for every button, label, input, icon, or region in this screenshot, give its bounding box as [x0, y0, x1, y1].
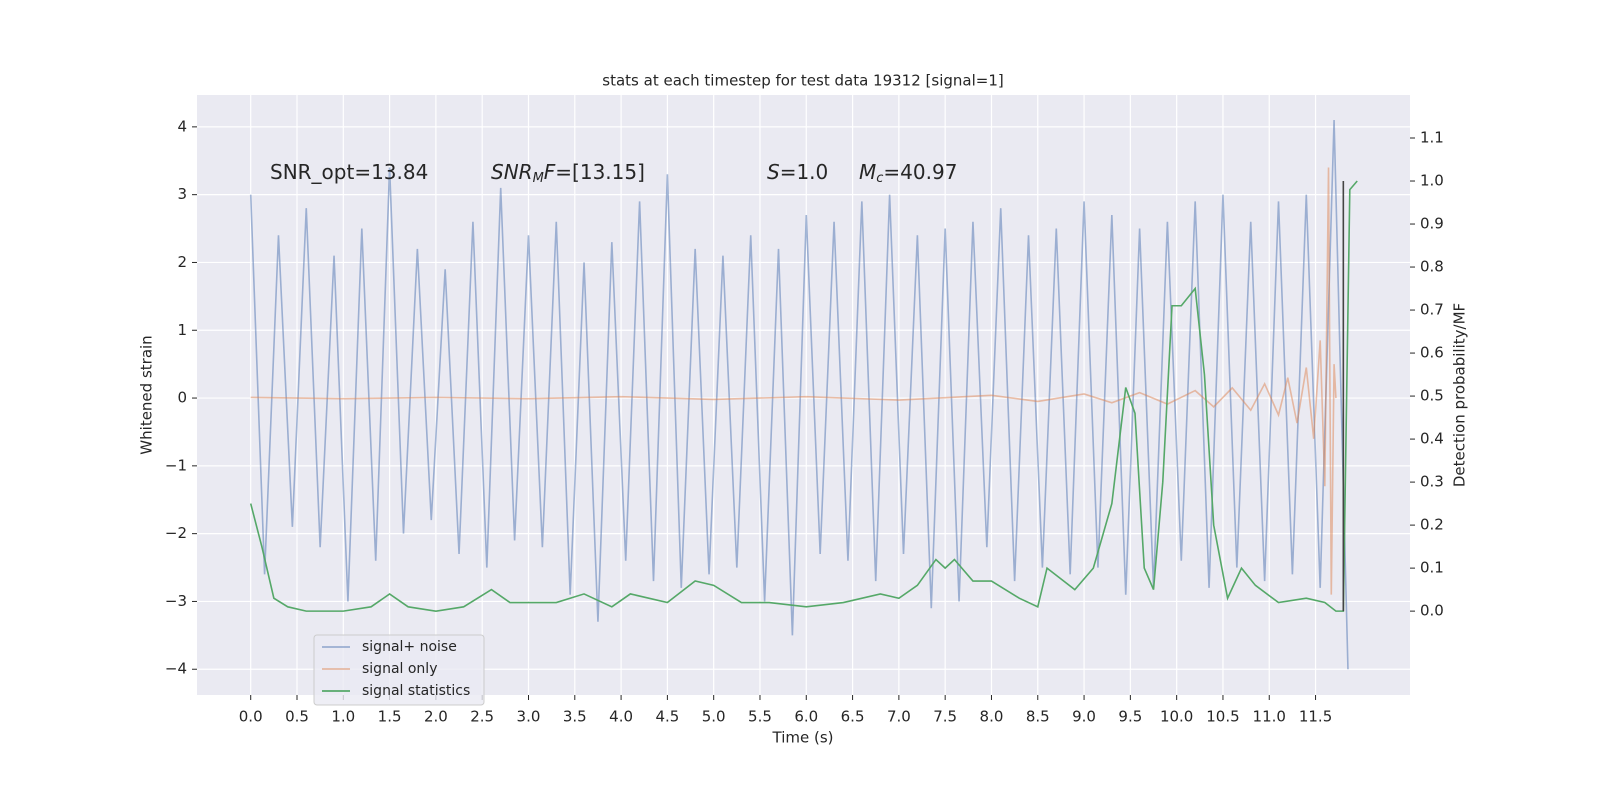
annotation-run: M — [533, 171, 544, 186]
y2-tick-label: 0.3 — [1420, 473, 1444, 491]
x-tick-label: 8.5 — [1026, 708, 1050, 726]
x-tick-label: 5.5 — [748, 708, 772, 726]
series-line — [249, 120, 1349, 670]
x-axis-label: Time (s) — [772, 729, 834, 747]
y2-tick-label: 0.5 — [1420, 387, 1444, 405]
y-axis-label: Whitened strain — [138, 335, 156, 454]
y-tick-label: 0 — [177, 389, 187, 407]
x-tick-label: 11.5 — [1299, 708, 1332, 726]
x-tick-label: 0.5 — [285, 708, 309, 726]
y-tick-label: −1 — [165, 456, 187, 474]
y2-tick-label: 0.2 — [1420, 516, 1444, 534]
y-tick-label: 4 — [177, 117, 187, 135]
x-tick-label: 10.5 — [1206, 708, 1239, 726]
y2-tick-label: 0.9 — [1420, 215, 1444, 233]
x-tick-label: 2.5 — [470, 708, 494, 726]
x-tick-label: 3.0 — [517, 708, 541, 726]
y-tick-label: 2 — [177, 253, 187, 271]
x-tick-label: 4.0 — [609, 708, 633, 726]
x-tick-label: 8.0 — [980, 708, 1004, 726]
x-tick-label: 6.5 — [841, 708, 865, 726]
y-tick-label: 1 — [177, 321, 187, 339]
y2-axis-label: Detection probability/MF — [1451, 303, 1469, 487]
y2-tick-label: 0.6 — [1420, 344, 1444, 362]
y2-tick-label: 0.8 — [1420, 258, 1444, 276]
y-tick-label: −4 — [165, 660, 187, 678]
chart-title: stats at each timestep for test data 193… — [602, 72, 1003, 90]
series-line — [249, 180, 1358, 612]
y-tick-label: 3 — [177, 185, 187, 203]
x-tick-label: 6.0 — [794, 708, 818, 726]
annotation-run: c — [876, 171, 883, 186]
annotation-run: M — [859, 160, 876, 184]
y2-tick-label: 0.0 — [1420, 602, 1444, 620]
annotation-run: =40.97 — [883, 160, 957, 184]
y2-tick-label: 1.1 — [1420, 129, 1444, 147]
x-tick-label: 2.0 — [424, 708, 448, 726]
x-tick-label: 0.0 — [239, 708, 263, 726]
series-line — [250, 167, 1337, 595]
y2-tick-label: 0.7 — [1420, 301, 1444, 319]
annotation-run: SNR — [491, 160, 533, 184]
x-tick-label: 7.0 — [887, 708, 911, 726]
annotation-run: =1.0 — [780, 160, 829, 184]
annotation: S=1.0 — [767, 160, 828, 184]
x-tick-label: 9.0 — [1072, 708, 1096, 726]
legend-label: signal only — [362, 661, 437, 677]
y-tick-label: −2 — [165, 524, 187, 542]
annotation-run: =[13.15] — [555, 160, 645, 184]
x-tick-label: 10.0 — [1160, 708, 1193, 726]
x-tick-label: 5.0 — [702, 708, 726, 726]
x-tick-label: 1.5 — [378, 708, 402, 726]
y-tick-label: −3 — [165, 592, 187, 610]
annotation: Mc=40.97 — [859, 160, 957, 186]
x-tick-label: 1.0 — [331, 708, 355, 726]
x-tick-label: 11.0 — [1253, 708, 1286, 726]
x-tick-label: 7.5 — [933, 708, 957, 726]
x-tick-label: 3.5 — [563, 708, 587, 726]
annotation: SNR_opt=13.84 — [270, 160, 428, 184]
legend-label: signal statistics — [362, 683, 470, 699]
legend-box — [313, 634, 485, 706]
annotation: SNRMF=[13.15] — [491, 160, 645, 186]
annotation-run: S — [767, 160, 780, 184]
annotation-run: F — [544, 160, 556, 184]
x-tick-label: 9.5 — [1118, 708, 1142, 726]
legend-label: signal+ noise — [362, 639, 457, 655]
annotation-run: SNR_opt=13.84 — [270, 160, 428, 184]
x-tick-label: 4.5 — [655, 708, 679, 726]
y2-tick-label: 0.1 — [1420, 559, 1444, 577]
plot-area — [197, 95, 1410, 695]
y2-tick-label: 1.0 — [1420, 172, 1444, 190]
y2-tick-label: 0.4 — [1420, 430, 1444, 448]
